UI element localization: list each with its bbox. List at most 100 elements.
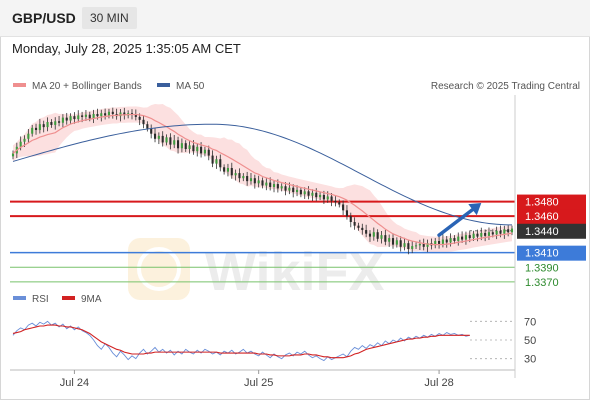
candle-body xyxy=(100,113,103,117)
candle-body xyxy=(161,135,164,143)
price-levels xyxy=(10,200,515,283)
rsi-tick-30: 30 xyxy=(524,354,536,366)
level-label-1.3440: 1.3440 xyxy=(525,226,559,238)
watermark: WikiFX xyxy=(128,238,385,302)
candle-body xyxy=(319,195,322,198)
candle-body xyxy=(203,149,206,154)
candle-body xyxy=(238,173,241,179)
candle-body xyxy=(261,180,264,186)
legend-ma20-swatch xyxy=(13,83,26,87)
candle-body xyxy=(345,210,349,217)
candle-body xyxy=(27,133,30,139)
candle-body xyxy=(426,243,429,247)
candle-body xyxy=(42,124,45,128)
candle-body xyxy=(476,233,479,237)
candle-body xyxy=(150,128,153,134)
candle-body xyxy=(449,238,452,243)
x-axis-ticks: Jul 24 Jul 25 Jul 28 xyxy=(60,370,454,389)
candle-body xyxy=(173,140,176,145)
rsi-tick-70: 70 xyxy=(524,316,536,328)
candle-body xyxy=(215,159,218,164)
candle-body xyxy=(434,240,437,246)
candle-body xyxy=(334,200,337,203)
legend-ma50-label: MA 50 xyxy=(176,81,205,92)
candle-body xyxy=(353,222,356,226)
candle-body xyxy=(157,135,160,139)
x-tick-label: Jul 24 xyxy=(60,377,89,389)
forecast-arrow xyxy=(437,203,482,237)
candle-body xyxy=(491,232,494,235)
candle-body xyxy=(96,113,99,117)
candle-body xyxy=(249,178,253,182)
candle-body xyxy=(303,191,306,195)
candle-body xyxy=(284,186,287,191)
candle-body xyxy=(380,235,383,239)
candle-body xyxy=(246,176,249,182)
candle-body xyxy=(461,236,464,240)
candle-body xyxy=(503,229,506,234)
candle-body xyxy=(272,184,276,187)
chart-header: GBP/USD 30 MIN xyxy=(0,0,590,37)
candle-body xyxy=(77,115,80,120)
candle-body xyxy=(315,192,318,198)
candle-body xyxy=(407,243,410,250)
candle-body xyxy=(445,239,448,243)
candle-body xyxy=(34,127,38,131)
candle-body xyxy=(142,119,145,125)
timeframe-badge[interactable]: 30 MIN xyxy=(82,7,137,29)
level-label-1.3370: 1.3370 xyxy=(525,277,559,289)
ma20-line xyxy=(12,113,513,246)
candle-body xyxy=(414,245,418,247)
candle-body xyxy=(322,195,325,200)
candle-body xyxy=(19,141,22,147)
candle-body xyxy=(69,116,72,121)
candle-body xyxy=(11,153,15,157)
rsi-line xyxy=(12,320,470,362)
forecast-arrow-shaft xyxy=(437,204,480,237)
candle-body xyxy=(484,232,487,236)
candle-body xyxy=(507,229,510,233)
candle-body xyxy=(130,113,134,115)
candle-body xyxy=(146,124,149,129)
rsi-tick-50: 50 xyxy=(524,335,536,347)
candle-body xyxy=(257,180,260,184)
candle-body xyxy=(499,230,502,234)
candle-body xyxy=(299,189,302,195)
candle-body xyxy=(111,111,114,114)
candle-body xyxy=(65,117,68,121)
candle-body xyxy=(395,240,398,245)
candle-body xyxy=(234,173,237,176)
candle-body xyxy=(399,240,402,247)
candle-body xyxy=(357,225,360,228)
candle-body xyxy=(223,167,226,172)
legend-rsi-label: RSI xyxy=(32,294,49,305)
candle-body xyxy=(123,112,126,116)
level-tag-1.3460 xyxy=(517,209,586,225)
candle-body xyxy=(269,182,272,187)
watermark-logo xyxy=(128,238,190,300)
level-tag-1.3440 xyxy=(517,223,586,239)
legend-ma20-label: MA 20 + Bollinger Bands xyxy=(32,81,142,92)
candle-body xyxy=(196,146,199,152)
legend-ma50-swatch xyxy=(157,83,170,87)
legend-9ma-swatch xyxy=(62,296,75,300)
candle-body xyxy=(510,228,514,233)
candle-body xyxy=(338,202,341,205)
candle-body xyxy=(200,146,203,154)
candle-body xyxy=(361,227,364,231)
candle-body xyxy=(107,111,111,116)
candle-body xyxy=(330,196,333,201)
candle-body xyxy=(207,149,210,156)
candle-body xyxy=(54,121,57,125)
candle-body xyxy=(295,189,299,193)
candle-body xyxy=(422,243,425,247)
candles xyxy=(11,107,514,255)
candle-body xyxy=(192,145,195,152)
rsi-ma-line xyxy=(12,324,470,359)
candle-body xyxy=(472,233,475,239)
level-tag-1.3410 xyxy=(517,245,586,261)
level-tags: 1.3480 1.3460 1.3440 1.3410 1.3390 1.3370 xyxy=(517,194,586,289)
candle-body xyxy=(441,239,444,244)
candle-body xyxy=(253,178,256,184)
candle-body xyxy=(391,238,395,245)
